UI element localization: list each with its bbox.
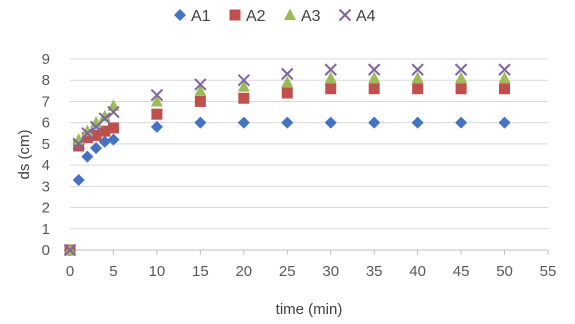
x-tick-label: 15 xyxy=(192,263,209,280)
data-point-a3 xyxy=(411,71,424,84)
y-tick-label: 9 xyxy=(42,51,50,68)
data-point-a4 xyxy=(150,88,164,102)
data-point-a4 xyxy=(281,67,294,81)
data-point-a4 xyxy=(237,74,251,87)
data-point-a2 xyxy=(455,83,467,95)
legend-marker-a4 xyxy=(338,8,352,22)
legend-label-a4: A4 xyxy=(356,8,376,25)
data-point-a1 xyxy=(455,116,468,129)
data-point-a2 xyxy=(73,140,85,152)
data-point-a1 xyxy=(90,142,103,155)
y-tick-label: 8 xyxy=(42,72,50,89)
data-point-a3 xyxy=(368,71,381,84)
data-point-a1 xyxy=(150,120,163,133)
data-point-a1 xyxy=(107,133,120,146)
data-point-a3 xyxy=(281,75,294,88)
y-tick-label: 3 xyxy=(42,178,50,195)
data-point-a3 xyxy=(237,80,250,92)
data-point-a3 xyxy=(81,124,94,137)
data-point-a2 xyxy=(325,83,337,95)
y-tick-label: 1 xyxy=(42,221,50,238)
data-point-a4 xyxy=(194,78,207,91)
legend-marker-a1 xyxy=(174,9,186,21)
data-point-a3 xyxy=(98,109,111,122)
data-point-a2 xyxy=(194,95,206,107)
data-point-a4 xyxy=(454,63,468,76)
data-point-a3 xyxy=(455,71,468,84)
x-tick-label: 10 xyxy=(149,263,166,280)
x-tick-label: 50 xyxy=(496,263,513,280)
x-tick-label: 5 xyxy=(109,263,117,280)
data-point-a2 xyxy=(90,129,102,141)
data-point-a3 xyxy=(498,71,511,84)
data-point-a1 xyxy=(81,150,94,163)
data-point-a1 xyxy=(368,116,381,129)
data-point-a4 xyxy=(72,137,85,151)
data-point-a1 xyxy=(194,116,207,129)
data-point-a2 xyxy=(81,132,93,144)
x-axis-title: time (min) xyxy=(276,301,343,318)
data-point-a2 xyxy=(412,83,424,95)
legend-label-a3: A3 xyxy=(301,8,321,25)
data-point-a1 xyxy=(324,116,337,129)
data-point-a3 xyxy=(194,84,207,96)
data-point-a4 xyxy=(107,105,120,119)
x-tick-label: 40 xyxy=(409,263,426,280)
x-tick-label: 45 xyxy=(453,263,470,280)
data-point-a1 xyxy=(281,116,294,129)
data-point-a2 xyxy=(499,83,511,95)
data-point-a2 xyxy=(281,87,293,99)
legend-marker-a2 xyxy=(229,9,241,21)
data-point-a4 xyxy=(367,63,381,76)
data-point-a4 xyxy=(63,243,77,257)
data-point-a2 xyxy=(238,92,250,104)
data-point-a4 xyxy=(98,112,111,125)
data-point-a2 xyxy=(368,83,380,95)
x-tick-label: 30 xyxy=(322,263,339,280)
data-point-a1 xyxy=(411,116,424,129)
data-point-a2 xyxy=(107,122,119,134)
x-tick-label: 20 xyxy=(235,263,252,280)
data-point-a1 xyxy=(98,135,111,148)
y-tick-label: 2 xyxy=(42,200,50,217)
x-tick-label: 25 xyxy=(279,263,296,280)
data-point-a1 xyxy=(237,116,250,129)
y-tick-label: 4 xyxy=(42,157,50,174)
legend-marker-a3 xyxy=(284,8,296,20)
data-point-a4 xyxy=(411,63,424,76)
data-point-a3 xyxy=(150,94,163,107)
data-point-a4 xyxy=(498,63,511,76)
data-point-a3 xyxy=(324,71,337,84)
y-tick-label: 7 xyxy=(42,93,50,110)
x-tick-label: 0 xyxy=(66,263,74,280)
data-point-a4 xyxy=(324,63,337,76)
y-axis-title: ds (cm) xyxy=(16,130,33,180)
y-tick-label: 5 xyxy=(42,136,50,153)
y-tick-label: 0 xyxy=(42,242,50,259)
data-point-a1 xyxy=(72,173,85,186)
legend-label-a1: A1 xyxy=(191,8,211,25)
data-point-a2 xyxy=(151,108,163,120)
data-point-a1 xyxy=(498,116,511,129)
x-tick-label: 35 xyxy=(366,263,383,280)
x-tick-label: 55 xyxy=(540,263,557,280)
data-point-a4 xyxy=(81,127,94,140)
data-point-a2 xyxy=(99,125,111,137)
y-tick-label: 6 xyxy=(42,115,50,132)
legend-label-a2: A2 xyxy=(246,8,266,25)
